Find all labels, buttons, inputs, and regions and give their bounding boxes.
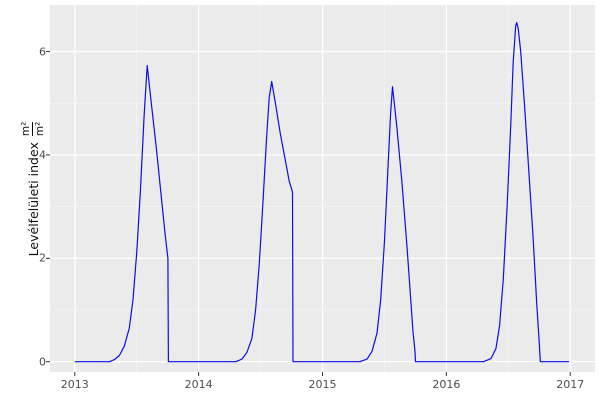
x-tick-label: 2014 — [184, 378, 213, 391]
x-tick-label: 2015 — [308, 378, 337, 391]
y-axis-unit-denominator: m² — [32, 121, 47, 137]
x-tick-label: 2016 — [432, 378, 461, 391]
y-tick-label: 6 — [39, 45, 46, 59]
y-axis-title: Levélfelületi index m² m² — [19, 59, 47, 319]
x-tick-label: 2017 — [556, 378, 585, 391]
y-tick-label: 4 — [39, 148, 46, 162]
y-tick-label: 0 — [39, 355, 46, 369]
lai-series-line — [74, 22, 569, 363]
x-tick-label: 2013 — [60, 378, 89, 391]
y-axis-title-text: Levélfelületi index — [25, 142, 41, 257]
y-tick-label: 2 — [39, 251, 46, 265]
y-axis-unit-fraction: m² m² — [19, 121, 47, 137]
y-axis-unit-numerator: m² — [19, 121, 32, 137]
